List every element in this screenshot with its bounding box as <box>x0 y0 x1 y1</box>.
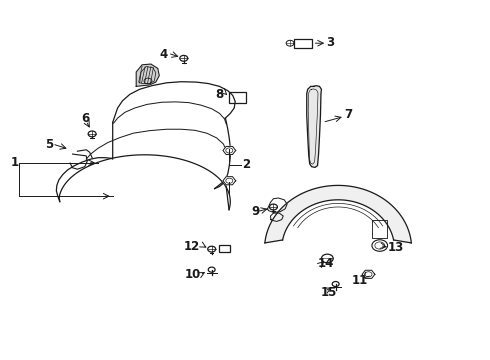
Polygon shape <box>307 86 321 167</box>
Text: 11: 11 <box>352 274 368 287</box>
Text: 15: 15 <box>321 286 337 299</box>
Text: 13: 13 <box>388 241 404 254</box>
Text: 8: 8 <box>216 88 224 101</box>
Text: 2: 2 <box>243 158 251 171</box>
Text: 6: 6 <box>81 112 89 125</box>
Polygon shape <box>223 147 236 154</box>
Bar <box>294 39 312 48</box>
Text: 9: 9 <box>251 205 259 218</box>
Bar <box>229 92 246 103</box>
Text: 5: 5 <box>45 138 53 151</box>
Polygon shape <box>223 177 236 185</box>
Text: 4: 4 <box>159 48 168 60</box>
Text: 14: 14 <box>318 257 334 270</box>
Polygon shape <box>265 185 411 243</box>
Polygon shape <box>362 270 375 278</box>
Text: 10: 10 <box>184 268 200 281</box>
Text: 12: 12 <box>184 240 200 253</box>
Text: 3: 3 <box>326 36 334 49</box>
Text: 1: 1 <box>11 156 19 169</box>
Polygon shape <box>136 64 159 86</box>
Bar <box>219 245 230 252</box>
Text: 7: 7 <box>344 108 352 121</box>
